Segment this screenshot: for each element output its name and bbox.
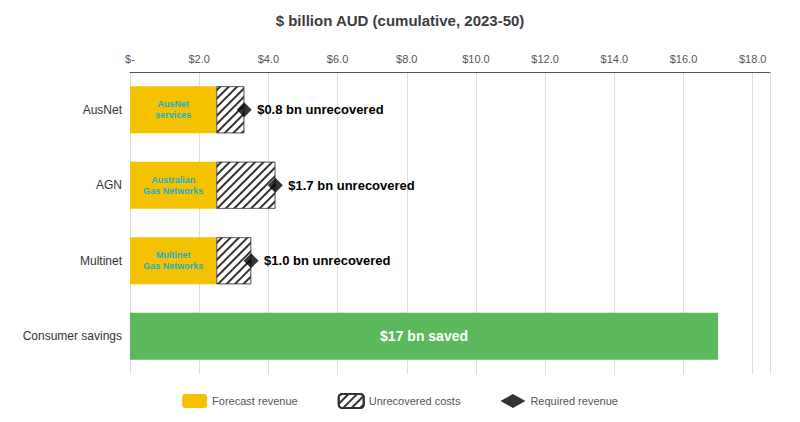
svg-text:$1.7 bn unrecovered: $1.7 bn unrecovered xyxy=(288,178,414,193)
svg-text:Australian: Australian xyxy=(151,175,195,185)
svg-text:$10.0: $10.0 xyxy=(462,53,490,65)
svg-text:Multinet: Multinet xyxy=(156,250,191,260)
svg-text:$1.0 bn unrecovered: $1.0 bn unrecovered xyxy=(264,253,390,268)
svg-text:$17 bn saved: $17 bn saved xyxy=(380,328,468,344)
svg-text:$16.0: $16.0 xyxy=(670,53,698,65)
svg-text:Unrecovered costs: Unrecovered costs xyxy=(369,395,461,407)
svg-text:$0.8 bn unrecovered: $0.8 bn unrecovered xyxy=(257,102,383,117)
svg-text:$12.0: $12.0 xyxy=(531,53,559,65)
svg-text:Forecast revenue: Forecast revenue xyxy=(212,395,298,407)
svg-text:$-: $- xyxy=(125,53,135,65)
svg-text:$4.0: $4.0 xyxy=(258,53,279,65)
svg-text:AGN: AGN xyxy=(96,178,122,192)
svg-text:$8.0: $8.0 xyxy=(396,53,417,65)
svg-text:$ billion AUD (cumulative, 202: $ billion AUD (cumulative, 2023-50) xyxy=(276,12,525,29)
svg-text:Gas Networks: Gas Networks xyxy=(143,186,203,196)
svg-text:$2.0: $2.0 xyxy=(188,53,209,65)
svg-text:Required revenue: Required revenue xyxy=(530,395,617,407)
svg-text:AusNet: AusNet xyxy=(157,99,189,109)
svg-text:$6.0: $6.0 xyxy=(327,53,348,65)
svg-text:AusNet: AusNet xyxy=(83,103,123,117)
svg-text:$14.0: $14.0 xyxy=(601,53,629,65)
svg-text:$18.0: $18.0 xyxy=(739,53,767,65)
svg-text:Consumer savings: Consumer savings xyxy=(23,329,122,343)
svg-text:Multinet: Multinet xyxy=(80,254,123,268)
svg-text:services: services xyxy=(155,110,191,120)
svg-text:Gas Networks: Gas Networks xyxy=(143,261,203,271)
